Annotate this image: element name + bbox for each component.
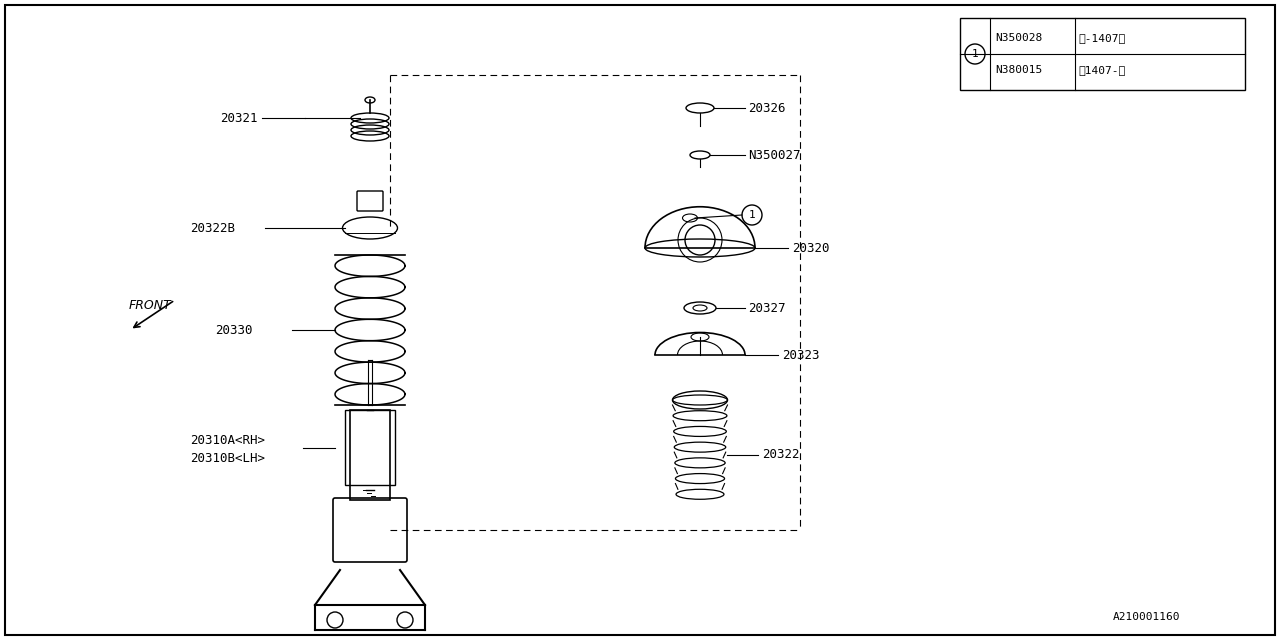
Text: 〈1407-〉: 〈1407-〉: [1078, 65, 1125, 75]
Text: 20327: 20327: [748, 301, 786, 314]
Text: N380015: N380015: [995, 65, 1042, 75]
Bar: [960, 18, 1245, 90]
Text: 20330: 20330: [215, 323, 252, 337]
Text: 1: 1: [749, 210, 755, 220]
Text: A210001160: A210001160: [1112, 612, 1180, 622]
Text: 20321: 20321: [220, 111, 257, 125]
Bar: [349, 410, 390, 500]
Text: 〈-1407〉: 〈-1407〉: [1078, 33, 1125, 43]
Text: N350028: N350028: [995, 33, 1042, 43]
Bar: [346, 410, 396, 485]
Text: 20322B: 20322B: [189, 221, 236, 234]
Text: 20320: 20320: [792, 241, 829, 255]
Text: 20322: 20322: [762, 449, 800, 461]
Text: N350027: N350027: [748, 148, 800, 161]
Text: 1: 1: [972, 49, 978, 59]
Text: 20323: 20323: [782, 349, 819, 362]
Text: 20326: 20326: [748, 102, 786, 115]
Text: FRONT: FRONT: [128, 298, 172, 312]
Text: 20310A<RH>: 20310A<RH>: [189, 433, 265, 447]
Text: 20310B<LH>: 20310B<LH>: [189, 451, 265, 465]
